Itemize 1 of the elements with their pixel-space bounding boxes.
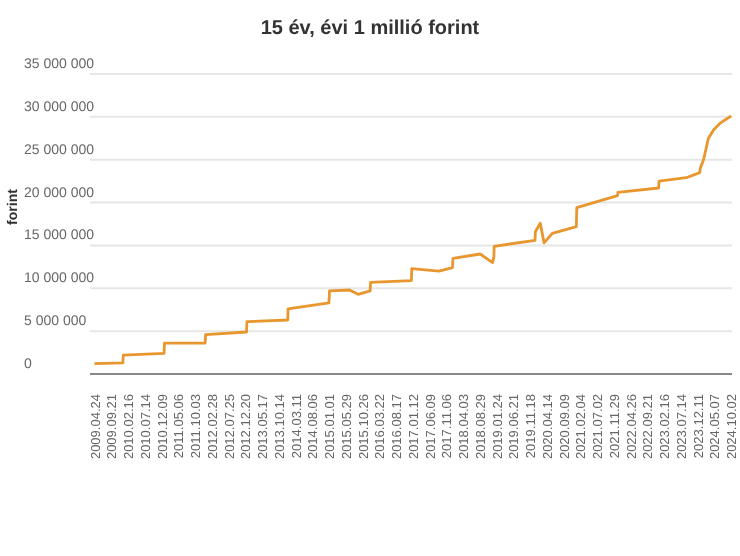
chart-title: 15 év, évi 1 millió forint (258, 16, 482, 44)
